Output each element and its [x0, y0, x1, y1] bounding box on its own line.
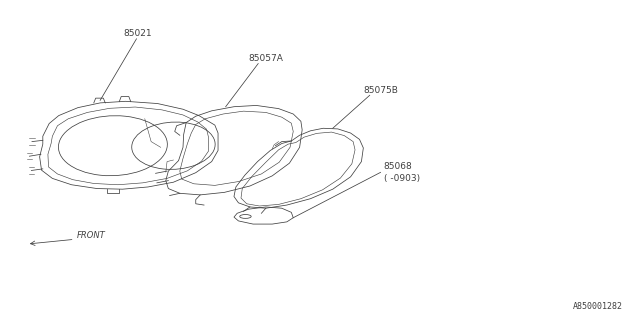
Text: A850001282: A850001282 — [573, 302, 623, 311]
Text: 85021: 85021 — [124, 28, 152, 38]
Text: 85068: 85068 — [384, 162, 412, 171]
Text: 85057A: 85057A — [248, 54, 284, 63]
Text: FRONT: FRONT — [77, 231, 106, 240]
Text: ( -0903): ( -0903) — [384, 174, 420, 183]
Text: 85075B: 85075B — [364, 86, 398, 95]
